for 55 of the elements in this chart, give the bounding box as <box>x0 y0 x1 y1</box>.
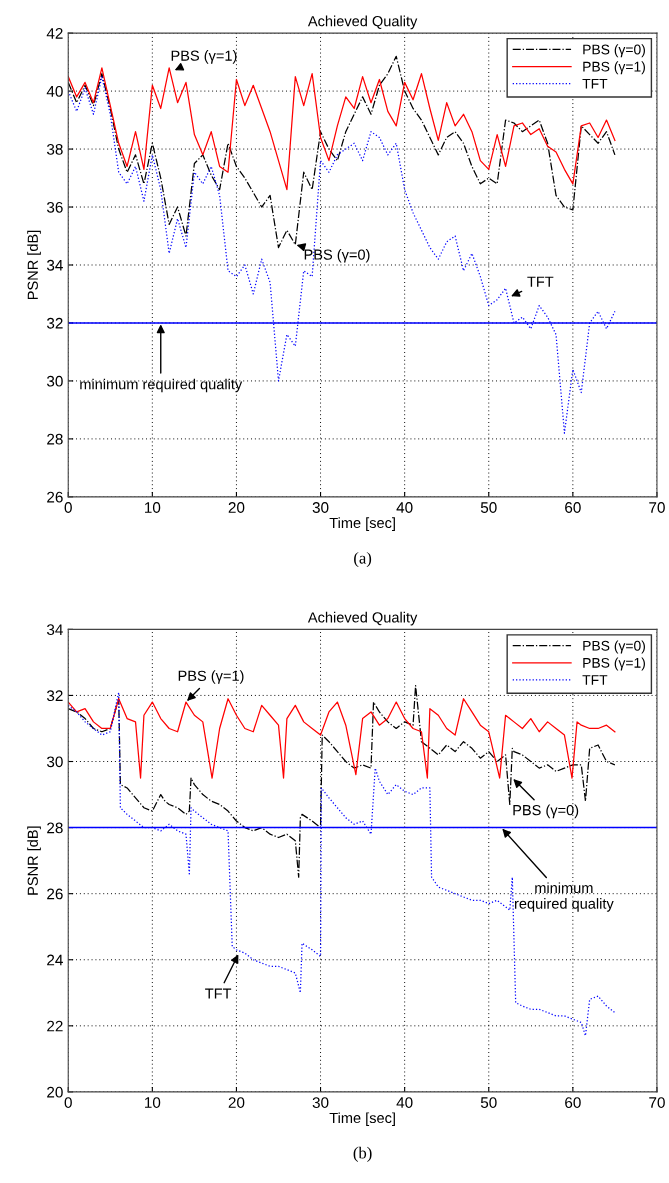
x-tick-label: 70 <box>649 1097 665 1108</box>
y-tick-label: 30 <box>46 375 63 387</box>
x-tick-label: 30 <box>312 502 329 513</box>
y-tick-label: 38 <box>46 143 63 155</box>
x-tick-label: 60 <box>565 1097 581 1108</box>
x-tick-label: 70 <box>649 502 665 513</box>
legend-label: TFT <box>582 78 608 89</box>
y-tick-label: 40 <box>46 85 63 97</box>
legend-label: TFT <box>582 675 608 685</box>
y-axis-title: PSNR [dB] <box>27 826 41 895</box>
x-tick-label: 10 <box>145 502 161 513</box>
x-tick-label: 60 <box>565 502 581 513</box>
y-tick-label: 32 <box>46 317 63 329</box>
annotation: minimum required quality <box>80 378 243 393</box>
annotation: PBS (γ=0) <box>304 249 370 263</box>
annotation: TFT <box>527 276 554 287</box>
chart-title: Achieved Quality <box>307 15 418 30</box>
chart-title: Achieved Quality <box>307 611 418 626</box>
x-tick-label: 50 <box>480 1097 497 1108</box>
x-tick-label: 0 <box>64 1097 72 1108</box>
y-tick-label: 20 <box>47 1086 63 1098</box>
y-tick-label: 34 <box>46 259 63 271</box>
legend-label: PBS (γ=1) <box>583 61 645 75</box>
x-tick-label: 40 <box>396 502 413 513</box>
y-tick-label: 42 <box>46 27 63 39</box>
x-tick-label: 20 <box>228 502 245 513</box>
y-tick-label: 28 <box>47 822 63 834</box>
y-tick-label: 28 <box>47 433 63 445</box>
x-tick-label: 20 <box>228 1097 245 1108</box>
y-tick-label: 36 <box>46 201 63 213</box>
legend-label: PBS (γ=1) <box>583 657 645 671</box>
x-axis-title: Time [sec] <box>329 1112 395 1126</box>
y-tick-label: 32 <box>46 690 63 702</box>
annotation: minimum required quality <box>514 882 614 912</box>
text: (b) <box>353 1146 372 1162</box>
y-tick-label: 22 <box>47 1020 63 1032</box>
x-tick-label: 0 <box>64 502 72 513</box>
y-tick-label: 34 <box>46 624 63 636</box>
legend-label: PBS (γ=0) <box>583 640 645 654</box>
y-tick-label: 30 <box>46 756 63 768</box>
legend-label: PBS (γ=0) <box>583 44 645 58</box>
x-axis-title: Time [sec] <box>329 517 395 531</box>
annotation: PBS (γ=1) <box>178 670 244 684</box>
x-tick-label: 50 <box>480 502 497 513</box>
annotation: TFT <box>205 988 232 999</box>
x-tick-label: 10 <box>145 1097 161 1108</box>
y-tick-label: 26 <box>47 491 63 503</box>
y-tick-label: 26 <box>47 888 63 900</box>
annotation: PBS (γ=0) <box>513 804 579 819</box>
y-tick-label: 24 <box>47 954 63 966</box>
text: (a) <box>354 551 372 568</box>
x-tick-label: 40 <box>396 1097 413 1108</box>
y-axis-title: PSNR [dB] <box>27 230 41 300</box>
annotation: PBS (γ=1) <box>171 50 237 64</box>
x-tick-label: 30 <box>312 1097 329 1108</box>
